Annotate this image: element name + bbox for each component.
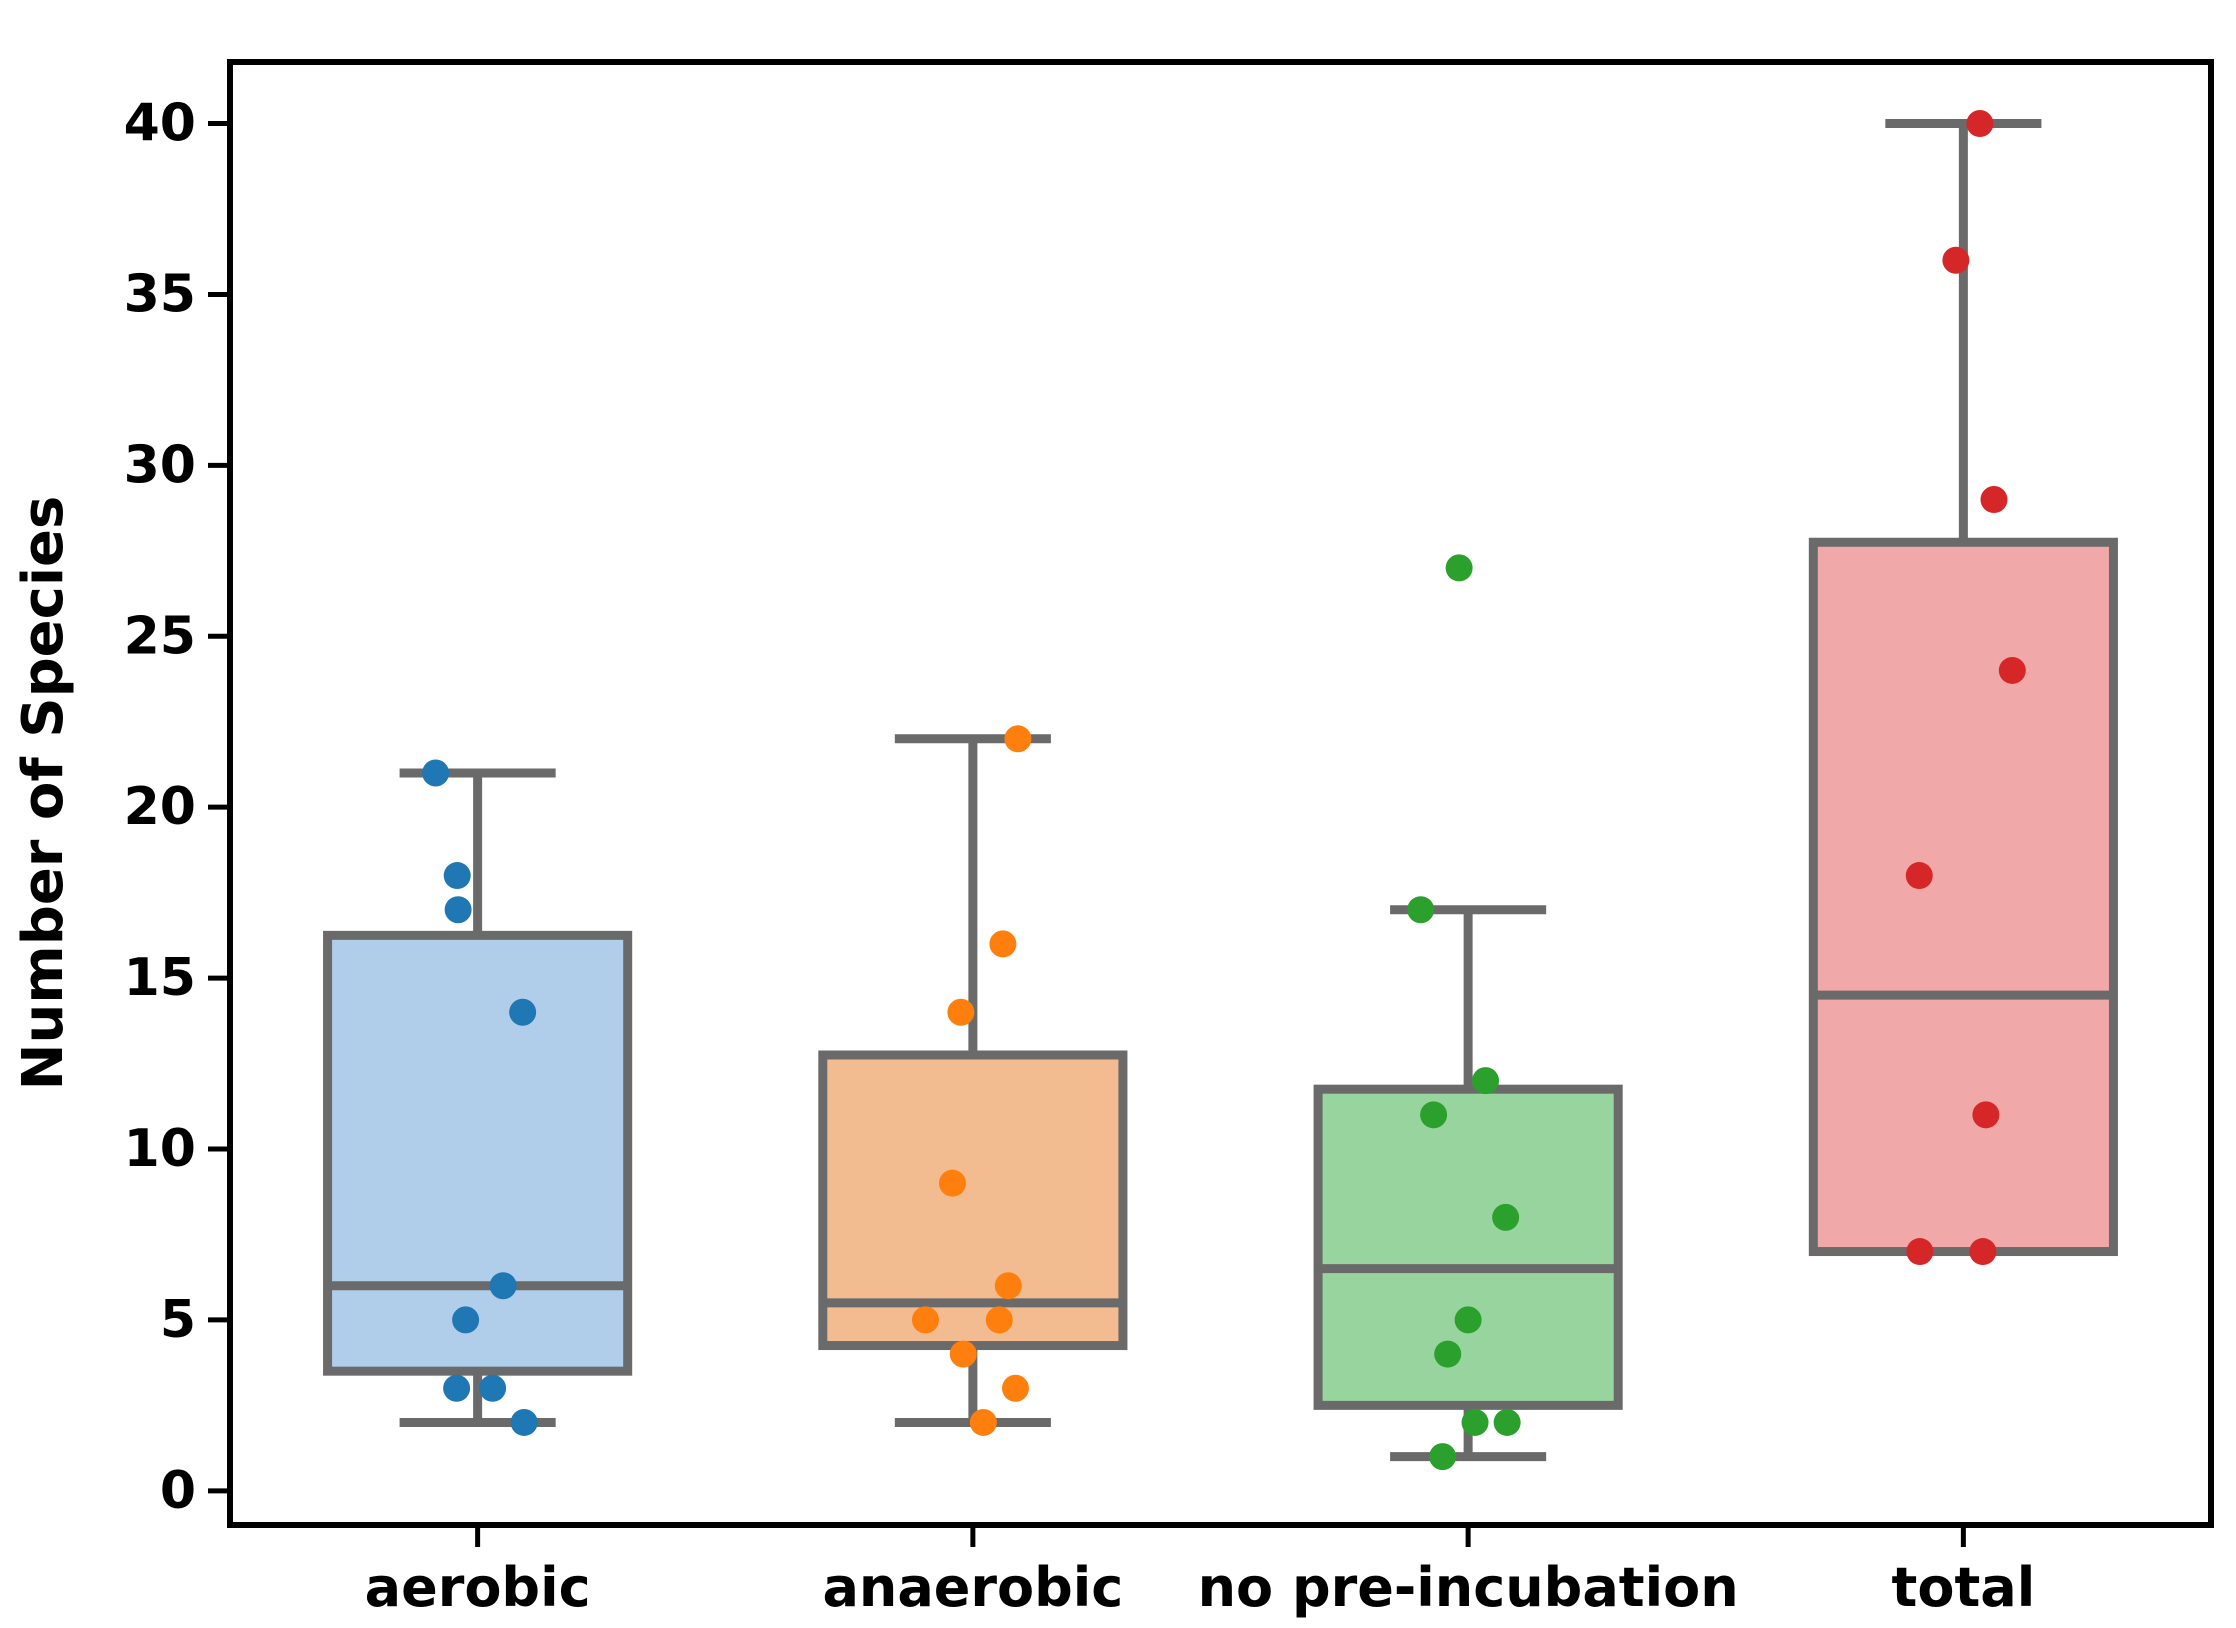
scatter-point-aerobic-17: [444, 896, 472, 924]
scatter-point-total-18: [1905, 862, 1933, 890]
scatter-point-aerobic-18: [443, 862, 471, 890]
scatter-point-anaerobic-5: [985, 1306, 1013, 1334]
box-total: [1808, 537, 2118, 1257]
scatter-point-total-24: [1998, 656, 2026, 684]
scatter-point-no-pre-incubation-8: [1492, 1203, 1520, 1231]
scatter-point-total-29: [1980, 486, 2008, 514]
scatter-point-anaerobic-22: [1004, 725, 1032, 753]
x-tick-label-anaerobic: anaerobic: [822, 1556, 1123, 1619]
scatter-point-no-pre-incubation-2: [1461, 1408, 1489, 1436]
y-tick-label: 10: [124, 1119, 196, 1179]
scatter-point-anaerobic-3: [1001, 1374, 1029, 1402]
box-no-pre-incubation: [1313, 1084, 1623, 1410]
plot-border: [227, 59, 2214, 1528]
scatter-point-aerobic-14: [509, 998, 537, 1026]
y-tick-label: 15: [124, 948, 196, 1008]
x-tick-label-aerobic: aerobic: [365, 1556, 591, 1619]
x-tick-label-no-pre-incubation: no pre-incubation: [1198, 1556, 1739, 1619]
y-tick-label: 30: [124, 435, 196, 495]
y-tick-label: 20: [124, 777, 196, 837]
scatter-point-aerobic-3: [479, 1374, 507, 1402]
scatter-point-anaerobic-14: [947, 998, 975, 1026]
scatter-point-anaerobic-6: [994, 1272, 1022, 1300]
y-tick-label: 40: [124, 94, 196, 154]
scatter-point-no-pre-incubation-2: [1493, 1408, 1521, 1436]
scatter-point-no-pre-incubation-5: [1454, 1306, 1482, 1334]
box-group-anaerobic: [818, 725, 1128, 1436]
scatter-point-aerobic-5: [452, 1306, 480, 1334]
scatter-point-no-pre-incubation-11: [1420, 1101, 1448, 1129]
scatter-point-aerobic-3: [443, 1374, 471, 1402]
scatter-point-anaerobic-4: [949, 1340, 977, 1368]
scatter-point-anaerobic-2: [969, 1408, 997, 1436]
scatter-point-total-11: [1972, 1101, 2000, 1129]
scatter-point-no-pre-incubation-12: [1472, 1067, 1500, 1095]
scatter-point-aerobic-6: [489, 1272, 517, 1300]
scatter-point-anaerobic-16: [989, 930, 1017, 958]
scatter-point-total-40: [1966, 110, 1994, 138]
scatter-point-no-pre-incubation-1: [1429, 1443, 1457, 1471]
box-aerobic: [323, 930, 633, 1376]
y-tick-label: 25: [124, 606, 196, 666]
y-tick-label: 5: [160, 1290, 196, 1350]
scatter-point-total-36: [1942, 246, 1970, 274]
chart-root: 0 5 10 15 20 25 30 35 40 aerobic anaerobic no pre-i…: [124, 59, 2214, 1619]
scatter-point-total-7: [1969, 1238, 1997, 1266]
scatter-point-no-pre-incubation-4: [1434, 1340, 1462, 1368]
scatter-point-no-pre-incubation-17: [1407, 896, 1435, 924]
scatter-point-no-pre-incubation-27: [1445, 554, 1473, 582]
y-tick-label: 35: [124, 264, 196, 324]
scatter-point-aerobic-21: [422, 759, 450, 787]
box-group-aerobic: [323, 759, 633, 1436]
x-axis: aerobic anaerobic no pre-incubation total: [365, 1525, 2036, 1619]
y-tick-label: 0: [160, 1461, 196, 1521]
box-group-total: [1808, 110, 2118, 1266]
y-axis-label: Number of Species: [11, 496, 76, 1091]
scatter-point-anaerobic-5: [911, 1306, 939, 1334]
box-group-no-pre-incubation: [1313, 554, 1623, 1471]
y-axis: 0 5 10 15 20 25 30 35 40: [124, 94, 230, 1521]
scatter-point-aerobic-2: [510, 1408, 538, 1436]
scatter-point-anaerobic-9: [938, 1169, 966, 1197]
x-tick-label-total: total: [1892, 1556, 2036, 1619]
scatter-point-total-7: [1906, 1238, 1934, 1266]
